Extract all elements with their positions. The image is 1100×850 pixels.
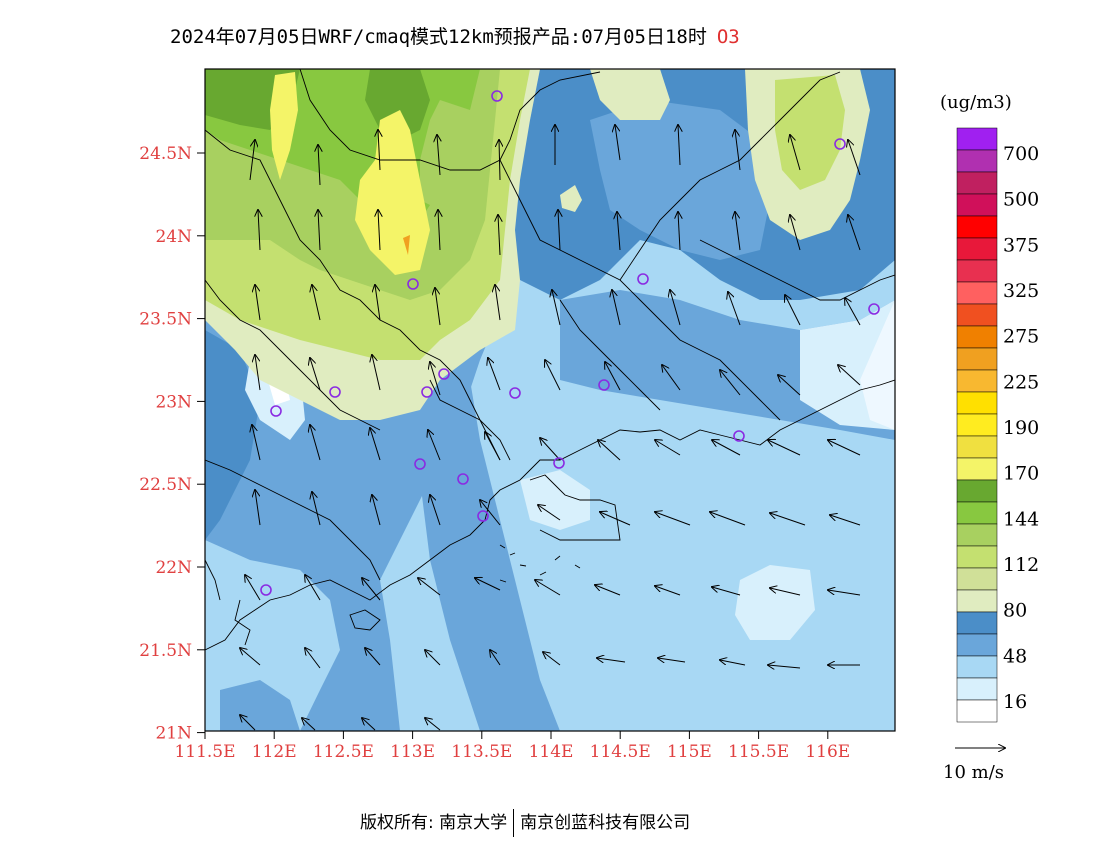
colorbar-swatch	[956, 435, 998, 459]
lon-label: 112E	[252, 742, 297, 762]
lat-label: 22N	[155, 558, 192, 578]
colorbar-label: 275	[1003, 326, 1039, 348]
colorbar-swatch	[956, 127, 998, 151]
colorbar-swatch	[956, 347, 998, 371]
lon-label: 111.5E	[174, 742, 235, 762]
concentration-field	[205, 69, 895, 731]
map-title: 2024年07月05日WRF/cmaq模式12km预报产品:07月05日18时 O…	[170, 22, 740, 49]
colorbar-label: 144	[1003, 508, 1039, 530]
title-species: O3	[716, 26, 740, 48]
copyright-footer: 版权所有: 南京大学 南京创蓝科技有限公司	[360, 808, 690, 837]
colorbar-unit: (ug/m3)	[940, 92, 1012, 113]
colorbar: 700 500 375 325 275 225 190 170 144 112 80 48 16	[956, 127, 1039, 723]
colorbar-swatch	[956, 523, 998, 547]
lon-label: 115E	[667, 742, 712, 762]
footer-owner: 版权所有: 南京大学	[360, 813, 508, 833]
colorbar-label: 500	[1003, 189, 1039, 211]
lon-label: 114E	[529, 742, 574, 762]
colorbar-swatch	[956, 677, 998, 701]
colorbar-swatch	[956, 501, 998, 525]
colorbar-swatch	[956, 413, 998, 437]
colorbar-label: 48	[1003, 645, 1027, 667]
lon-label: 113E	[390, 742, 435, 762]
colorbar-label: 325	[1003, 280, 1039, 302]
colorbar-swatch	[956, 325, 998, 349]
colorbar-label: 170	[1003, 463, 1039, 485]
colorbar-swatch	[956, 391, 998, 415]
colorbar-swatch	[956, 479, 998, 503]
colorbar-label: 375	[1003, 234, 1039, 256]
colorbar-swatch	[956, 611, 998, 635]
colorbar-swatch	[956, 193, 998, 217]
lat-label: 24N	[155, 227, 192, 247]
station-markers	[260, 90, 880, 596]
colorbar-label: 700	[1003, 143, 1039, 165]
lat-label: 22.5N	[139, 475, 192, 495]
title-main: 2024年07月05日WRF/cmaq模式12km预报产品:07月05日18时	[170, 26, 707, 48]
colorbar-swatch	[956, 369, 998, 393]
lon-label: 115.5E	[728, 742, 789, 762]
lat-label: 23N	[155, 392, 192, 412]
colorbar-swatch	[956, 545, 998, 569]
lon-label: 114.5E	[590, 742, 651, 762]
longitude-axis: 111.5E 112E 112.5E 113E 113.5E 114E 114.5E 115E…	[174, 731, 850, 762]
colorbar-swatch	[956, 303, 998, 327]
lat-label: 21N	[155, 724, 192, 744]
wind-vectors	[240, 125, 861, 731]
lat-label: 21.5N	[139, 641, 192, 661]
lon-label: 116E	[805, 742, 850, 762]
colorbar-swatch	[956, 259, 998, 283]
footer-divider	[513, 809, 515, 837]
plot-frame	[204, 68, 896, 732]
colorbar-swatch	[956, 589, 998, 613]
colorbar-label: 16	[1003, 691, 1027, 713]
colorbar-label: 225	[1003, 371, 1039, 393]
colorbar-swatch	[956, 567, 998, 591]
wind-reference-label: 10 m/s	[943, 762, 1004, 783]
colorbar-swatch	[956, 237, 998, 261]
colorbar-label: 190	[1003, 417, 1039, 439]
lat-label: 24.5N	[139, 144, 192, 164]
colorbar-swatch	[956, 149, 998, 173]
colorbar-swatch	[956, 171, 998, 195]
colorbar-swatch	[956, 457, 998, 481]
colorbar-swatch	[956, 215, 998, 239]
colorbar-swatch	[956, 281, 998, 305]
colorbar-label: 80	[1003, 600, 1027, 622]
boundary-lines	[205, 69, 895, 651]
latitude-axis: 24.5N 24N 23.5N 23N 22.5N 22N 21.5N 21N	[139, 144, 205, 744]
lat-label: 23.5N	[139, 310, 192, 330]
colorbar-swatch	[956, 655, 998, 679]
lon-label: 113.5E	[451, 742, 512, 762]
colorbar-label: 112	[1003, 554, 1039, 576]
footer-company: 南京创蓝科技有限公司	[520, 813, 691, 833]
lon-label: 112.5E	[313, 742, 374, 762]
colorbar-swatch	[956, 633, 998, 657]
colorbar-swatch	[956, 699, 998, 723]
